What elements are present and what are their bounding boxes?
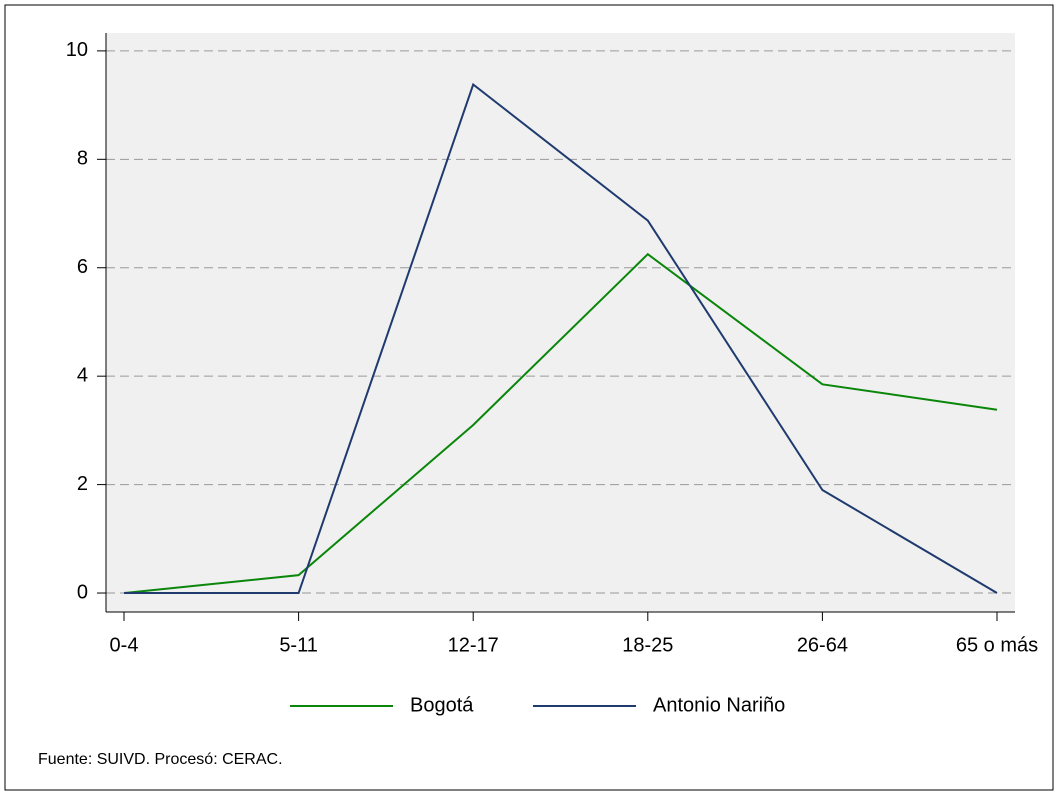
series-line — [124, 82, 998, 595]
legend-label: Antonio Nariño — [653, 694, 785, 716]
source-note: Fuente: SUIVD. Procesó: CERAC. — [38, 751, 283, 768]
y-tick-label: 8 — [77, 148, 88, 170]
y-tick-label: 2 — [77, 473, 88, 495]
y-tick-label: 10 — [66, 39, 88, 61]
y-tick-label: 4 — [77, 364, 88, 386]
x-tick-label: 26-64 — [797, 634, 848, 656]
y-tick-label: 0 — [77, 581, 88, 603]
y-tick-label: 6 — [77, 256, 88, 278]
x-tick-label: 12-17 — [448, 634, 499, 656]
legend-label: Bogotá — [410, 694, 474, 716]
x-tick-label: 65 o más — [956, 634, 1038, 656]
series-line — [123, 252, 998, 595]
x-tick-label: 18-25 — [622, 634, 673, 656]
x-tick-label: 5-11 — [279, 634, 318, 656]
plot-area — [106, 33, 1015, 612]
x-tick-label: 0-4 — [110, 634, 139, 656]
